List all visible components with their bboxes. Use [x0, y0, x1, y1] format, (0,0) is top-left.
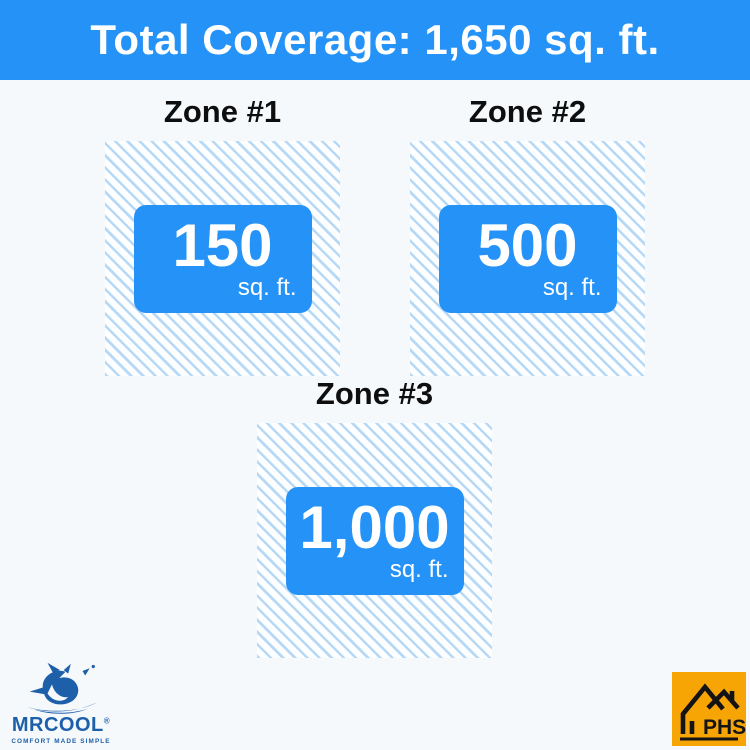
phs-underline — [680, 737, 738, 741]
registered-mark: ® — [103, 716, 111, 726]
mrcool-wordmark: MRCOOL® — [8, 715, 114, 735]
zone-2-coverage-area: 500 sq. ft. — [410, 141, 645, 376]
phs-logo: PHS — [672, 672, 746, 746]
zone-1-title: Zone #1 — [163, 94, 282, 129]
mrcool-brand-text: MRCOOL — [11, 714, 104, 736]
header-banner: Total Coverage: 1,650 sq. ft. — [0, 0, 750, 80]
mrcool-penguin-icon — [26, 662, 97, 714]
phs-label: PHS — [703, 716, 746, 739]
zone-1-value-badge: 150 sq. ft. — [133, 204, 312, 313]
zone-2-title: Zone #2 — [468, 94, 587, 129]
zone-2-value: 500 — [477, 212, 578, 280]
zone-1-unit: sq. ft. — [237, 274, 297, 302]
zone-3-value-badge: 1,000 sq. ft. — [285, 486, 464, 595]
phs-house-icon — [680, 683, 740, 734]
mrcool-logo: MRCOOL® COMFORT MADE SIMPLE — [8, 662, 114, 745]
zone-3-title: Zone #3 — [315, 376, 434, 411]
mrcool-tagline: COMFORT MADE SIMPLE — [11, 737, 111, 745]
zone-2-block: Zone #2 500 sq. ft. — [410, 94, 645, 376]
total-coverage-title: Total Coverage: 1,650 sq. ft. — [90, 16, 660, 63]
zone-3-coverage-area: 1,000 sq. ft. — [257, 423, 492, 658]
zone-1-coverage-area: 150 sq. ft. — [105, 141, 340, 376]
zone-2-value-badge: 500 sq. ft. — [438, 204, 617, 313]
zone-3-value: 1,000 — [299, 494, 450, 562]
zone-1-value: 150 — [172, 212, 273, 280]
zone-3-block: Zone #3 1,000 sq. ft. — [257, 376, 492, 658]
zone-3-unit: sq. ft. — [389, 556, 449, 584]
zone-2-unit: sq. ft. — [542, 274, 602, 302]
zone-1-block: Zone #1 150 sq. ft. — [105, 94, 340, 376]
